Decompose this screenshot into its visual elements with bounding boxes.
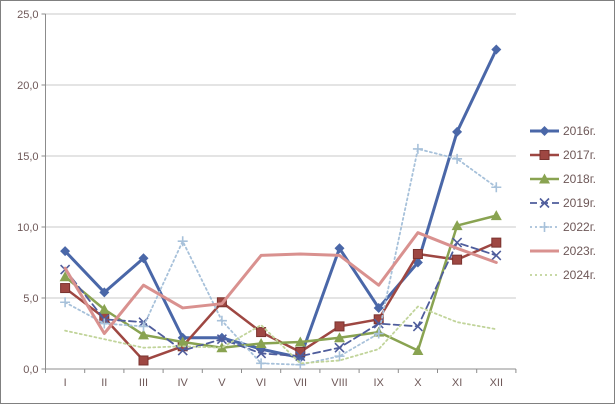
x-category-label: XII xyxy=(490,377,503,389)
data-point-2017г.-XII xyxy=(491,237,502,248)
data-point-2022г.-XII xyxy=(491,182,502,193)
data-point-2019г.-VI xyxy=(256,348,267,359)
data-point-2016г.-XI xyxy=(452,126,463,137)
data-point-2022г.-VIII xyxy=(334,351,345,362)
data-point-2018г.-III xyxy=(138,329,149,340)
data-point-2017г.-XI xyxy=(452,254,463,265)
x-category-label: VII xyxy=(294,377,307,389)
data-point-2022г.-VII xyxy=(295,359,306,370)
y-tick-label: 0,0 xyxy=(23,364,38,376)
data-point-2018г.-VI xyxy=(255,337,267,348)
legend-label-2024г.: 2024г. xyxy=(563,268,596,282)
data-point-2018г.-VIII xyxy=(334,332,345,343)
data-point-2016г.-IX xyxy=(373,302,384,313)
legend-marker-2017г. xyxy=(539,150,550,160)
data-point-2022г.-II xyxy=(99,318,110,329)
x-category-label: III xyxy=(139,377,148,389)
data-point-2022г.-XI xyxy=(452,153,463,164)
data-point-2017г.-X xyxy=(412,248,423,259)
data-point-2018г.-VII xyxy=(294,336,306,347)
data-point-2018г.-XII xyxy=(490,210,502,221)
series-line-2019г. xyxy=(64,241,498,358)
y-tick-label: 15,0 xyxy=(17,151,38,163)
legend-label-2023г.: 2023г. xyxy=(563,244,596,258)
data-point-2019г.-X xyxy=(412,321,423,332)
data-point-2016г.-I xyxy=(60,246,71,257)
x-category-label: VI xyxy=(256,377,266,389)
data-point-2018г.-I xyxy=(59,271,71,282)
data-point-2018г.-II xyxy=(98,303,110,314)
x-category-label: X xyxy=(414,377,422,389)
data-point-2022г.-X xyxy=(412,143,423,154)
data-point-2022г.-IX xyxy=(373,328,384,339)
legend-marker-2018г. xyxy=(539,173,550,184)
legend-marker-2019г. xyxy=(539,197,550,209)
data-point-2017г.-VI xyxy=(256,327,267,338)
x-category-label: I xyxy=(64,377,67,389)
data-point-2018г.-XI xyxy=(451,220,463,231)
data-point-2018г.-V xyxy=(216,342,228,353)
series-line-2024г. xyxy=(64,305,498,365)
data-point-2016г.-III xyxy=(138,253,149,264)
data-point-2016г.-VIII xyxy=(334,243,345,254)
y-tick-label: 25,0 xyxy=(17,9,38,21)
data-point-2017г.-III xyxy=(138,355,149,366)
series-line-2016г. xyxy=(63,48,498,360)
x-category-label: IX xyxy=(373,377,384,389)
x-category-label: VIII xyxy=(331,377,348,389)
legend-label-2017г.: 2017г. xyxy=(563,148,596,162)
data-point-2019г.-IV xyxy=(177,345,188,356)
data-point-2017г.-VIII xyxy=(334,321,345,332)
legend-label-2022г.: 2022г. xyxy=(563,220,596,234)
data-point-2016г.-II xyxy=(99,287,110,298)
data-point-2022г.-I xyxy=(60,297,71,308)
series-line-2023г. xyxy=(63,231,498,335)
legend-label-2018г.: 2018г. xyxy=(563,172,596,186)
data-point-2022г.-III xyxy=(138,321,149,332)
series-line-2022г. xyxy=(64,147,498,366)
legend-label-2019г.: 2019г. xyxy=(563,196,596,210)
y-tick-label: 5,0 xyxy=(23,293,38,305)
x-category-label: V xyxy=(218,377,226,389)
data-point-2016г.-XII xyxy=(491,44,502,55)
data-point-2017г.-I xyxy=(60,283,71,294)
x-category-label: II xyxy=(101,377,107,389)
data-point-2018г.-X xyxy=(412,345,424,356)
data-point-2019г.-XII xyxy=(491,250,502,261)
data-point-2018г.-IV xyxy=(177,336,189,347)
data-point-2022г.-V xyxy=(216,315,227,326)
data-point-2019г.-V xyxy=(216,334,227,345)
legend-marker-2016г. xyxy=(539,126,550,136)
series-line-2018г. xyxy=(63,214,498,352)
data-point-2019г.-VII xyxy=(295,351,306,362)
y-tick-label: 10,0 xyxy=(17,222,38,234)
x-category-label: XI xyxy=(452,377,462,389)
x-category-label: IV xyxy=(177,377,188,389)
legend-label-2016г.: 2016г. xyxy=(563,124,596,138)
data-point-2022г.-IV xyxy=(177,236,188,247)
y-tick-label: 20,0 xyxy=(17,80,38,92)
data-point-2022г.-VI xyxy=(256,358,267,369)
legend-marker-2022г. xyxy=(539,222,550,232)
data-point-2019г.-VIII xyxy=(334,342,345,353)
